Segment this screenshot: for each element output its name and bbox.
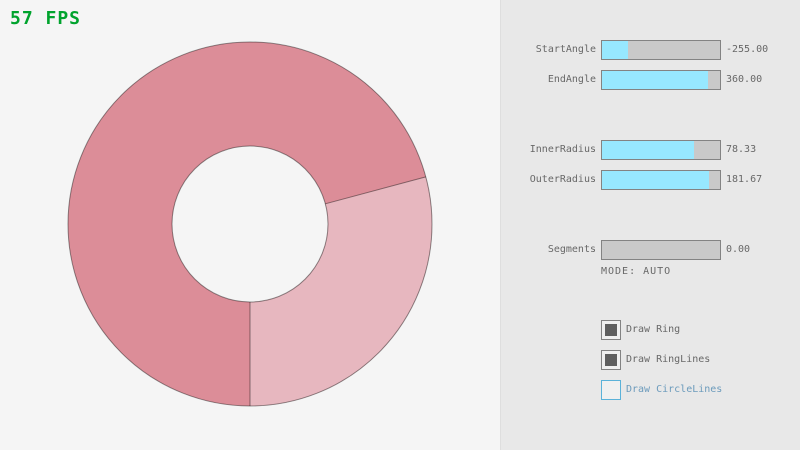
inner-radius-value: 78.33 <box>726 144 757 155</box>
outer-radius-label: OuterRadius <box>529 174 596 185</box>
slider-row-segments: Segments 0.00 <box>501 240 800 260</box>
ring-light-region <box>250 176 433 407</box>
ring-startcap-line <box>325 176 426 205</box>
start-angle-value: -255.00 <box>726 44 769 55</box>
fps-counter: 57 FPS <box>10 8 82 29</box>
draw-circlelines-checkbox-box[interactable] <box>601 380 621 400</box>
end-angle-value: 360.00 <box>726 74 763 85</box>
outer-radius-slider-fill <box>602 171 710 189</box>
end-angle-slider[interactable] <box>601 70 721 90</box>
inner-radius-slider[interactable] <box>601 140 721 160</box>
draw-ringlines-checkbox-label: Draw RingLines <box>626 354 711 365</box>
inner-radius-slider-fill <box>602 141 695 159</box>
draw-ring-checkbox-box[interactable] <box>601 320 621 340</box>
ring-canvas <box>67 41 433 407</box>
outer-radius-slider[interactable] <box>601 170 721 190</box>
draw-ring-checkbox-label: Draw Ring <box>626 324 681 335</box>
segments-value: 0.00 <box>726 244 751 255</box>
segments-mode-text: MODE: AUTO <box>601 266 672 277</box>
start-angle-label: StartAngle <box>535 44 596 55</box>
checkbox-check-mark <box>605 324 617 336</box>
ring-outer-line <box>67 41 433 407</box>
draw-ringlines-checkbox-box[interactable] <box>601 350 621 370</box>
segments-slider[interactable] <box>601 240 721 260</box>
control-panel: StartAngle -255.00 EndAngle 360.00 Inner… <box>500 0 800 450</box>
slider-row-inner-radius: InnerRadius 78.33 <box>501 140 800 160</box>
outer-radius-value: 181.67 <box>726 174 763 185</box>
draw-circlelines-checkbox-label: Draw CircleLines <box>626 384 723 395</box>
checkbox-check-mark <box>605 354 617 366</box>
start-angle-slider[interactable] <box>601 40 721 60</box>
segments-label: Segments <box>547 244 596 255</box>
slider-row-outer-radius: OuterRadius 181.67 <box>501 170 800 190</box>
draw-circlelines-checkbox[interactable]: Draw CircleLines <box>601 380 800 400</box>
ring-inner-line <box>171 145 329 303</box>
inner-radius-label: InnerRadius <box>529 144 596 155</box>
draw-ringlines-checkbox[interactable]: Draw RingLines <box>601 350 800 370</box>
draw-ring-checkbox[interactable]: Draw Ring <box>601 320 800 340</box>
end-angle-slider-fill <box>602 71 709 89</box>
slider-row-start-angle: StartAngle -255.00 <box>501 40 800 60</box>
start-angle-slider-fill <box>602 41 628 59</box>
slider-row-end-angle: EndAngle 360.00 <box>501 70 800 90</box>
end-angle-label: EndAngle <box>547 74 596 85</box>
